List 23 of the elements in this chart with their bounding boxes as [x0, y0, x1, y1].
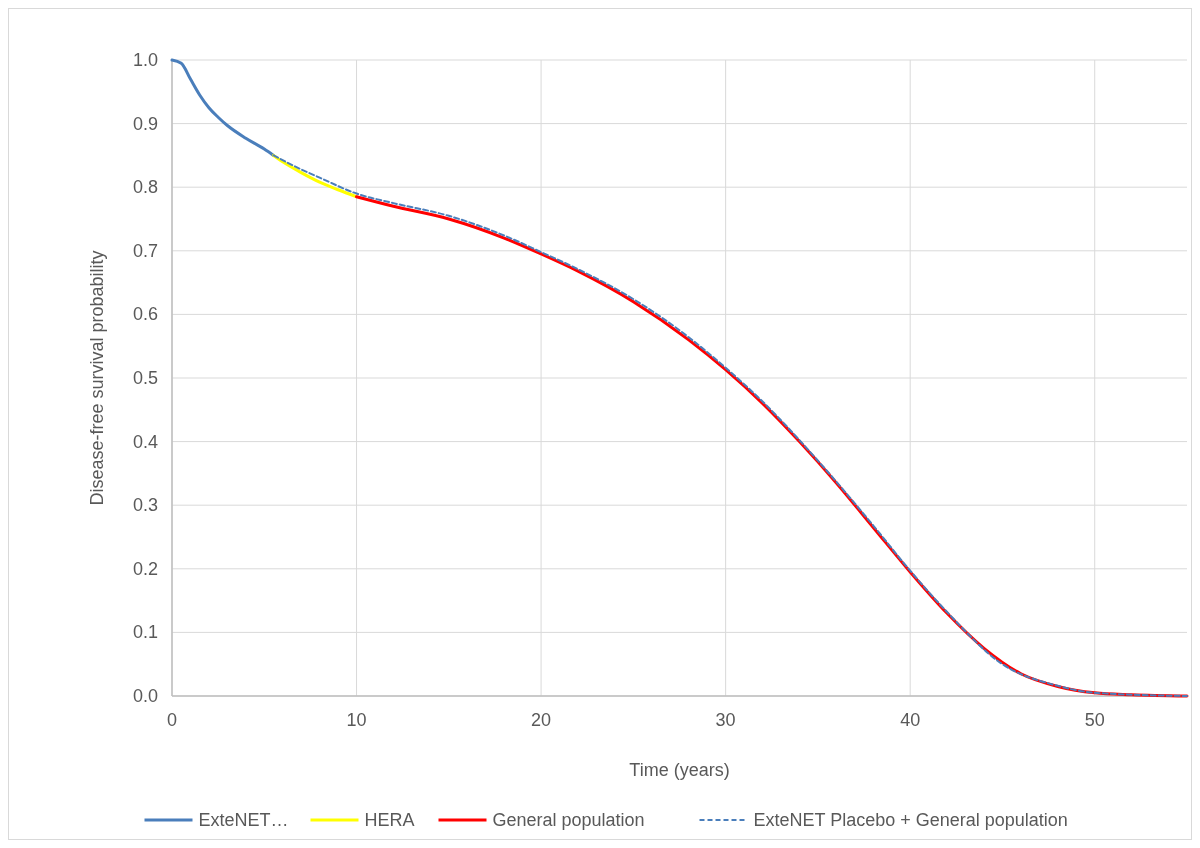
- legend-label: ExteNET Placebo + General population: [753, 810, 1068, 830]
- legend-label: General population: [492, 810, 645, 830]
- y-tick-label: 0.1: [132, 622, 158, 643]
- legend-label: ExteNET…: [198, 810, 289, 830]
- y-tick-label: 0.7: [132, 240, 158, 261]
- y-tick-label: 0.2: [132, 558, 158, 579]
- x-tick-label: 50: [1084, 710, 1105, 730]
- x-tick-label: 40: [900, 710, 921, 730]
- y-tick-label: 0.3: [132, 495, 158, 516]
- y-tick-label: 0.9: [132, 113, 158, 134]
- y-axis-title: Disease-free survival probability: [87, 250, 107, 506]
- y-tick-label: 0.6: [132, 304, 158, 325]
- x-tick-label: 20: [531, 710, 552, 730]
- y-tick-label: 0.0: [132, 686, 158, 706]
- y-tick-label: 0.5: [132, 368, 158, 388]
- y-tick-label: 1.0: [132, 50, 158, 70]
- legend-label: HERA: [364, 810, 415, 830]
- x-tick-label: 0: [166, 710, 178, 730]
- y-tick-label: 0.8: [132, 177, 158, 198]
- y-tick-label: 0.4: [132, 431, 158, 452]
- x-tick-label: 30: [715, 710, 736, 730]
- x-axis-title: Time (years): [629, 760, 730, 780]
- x-tick-label: 10: [346, 710, 367, 730]
